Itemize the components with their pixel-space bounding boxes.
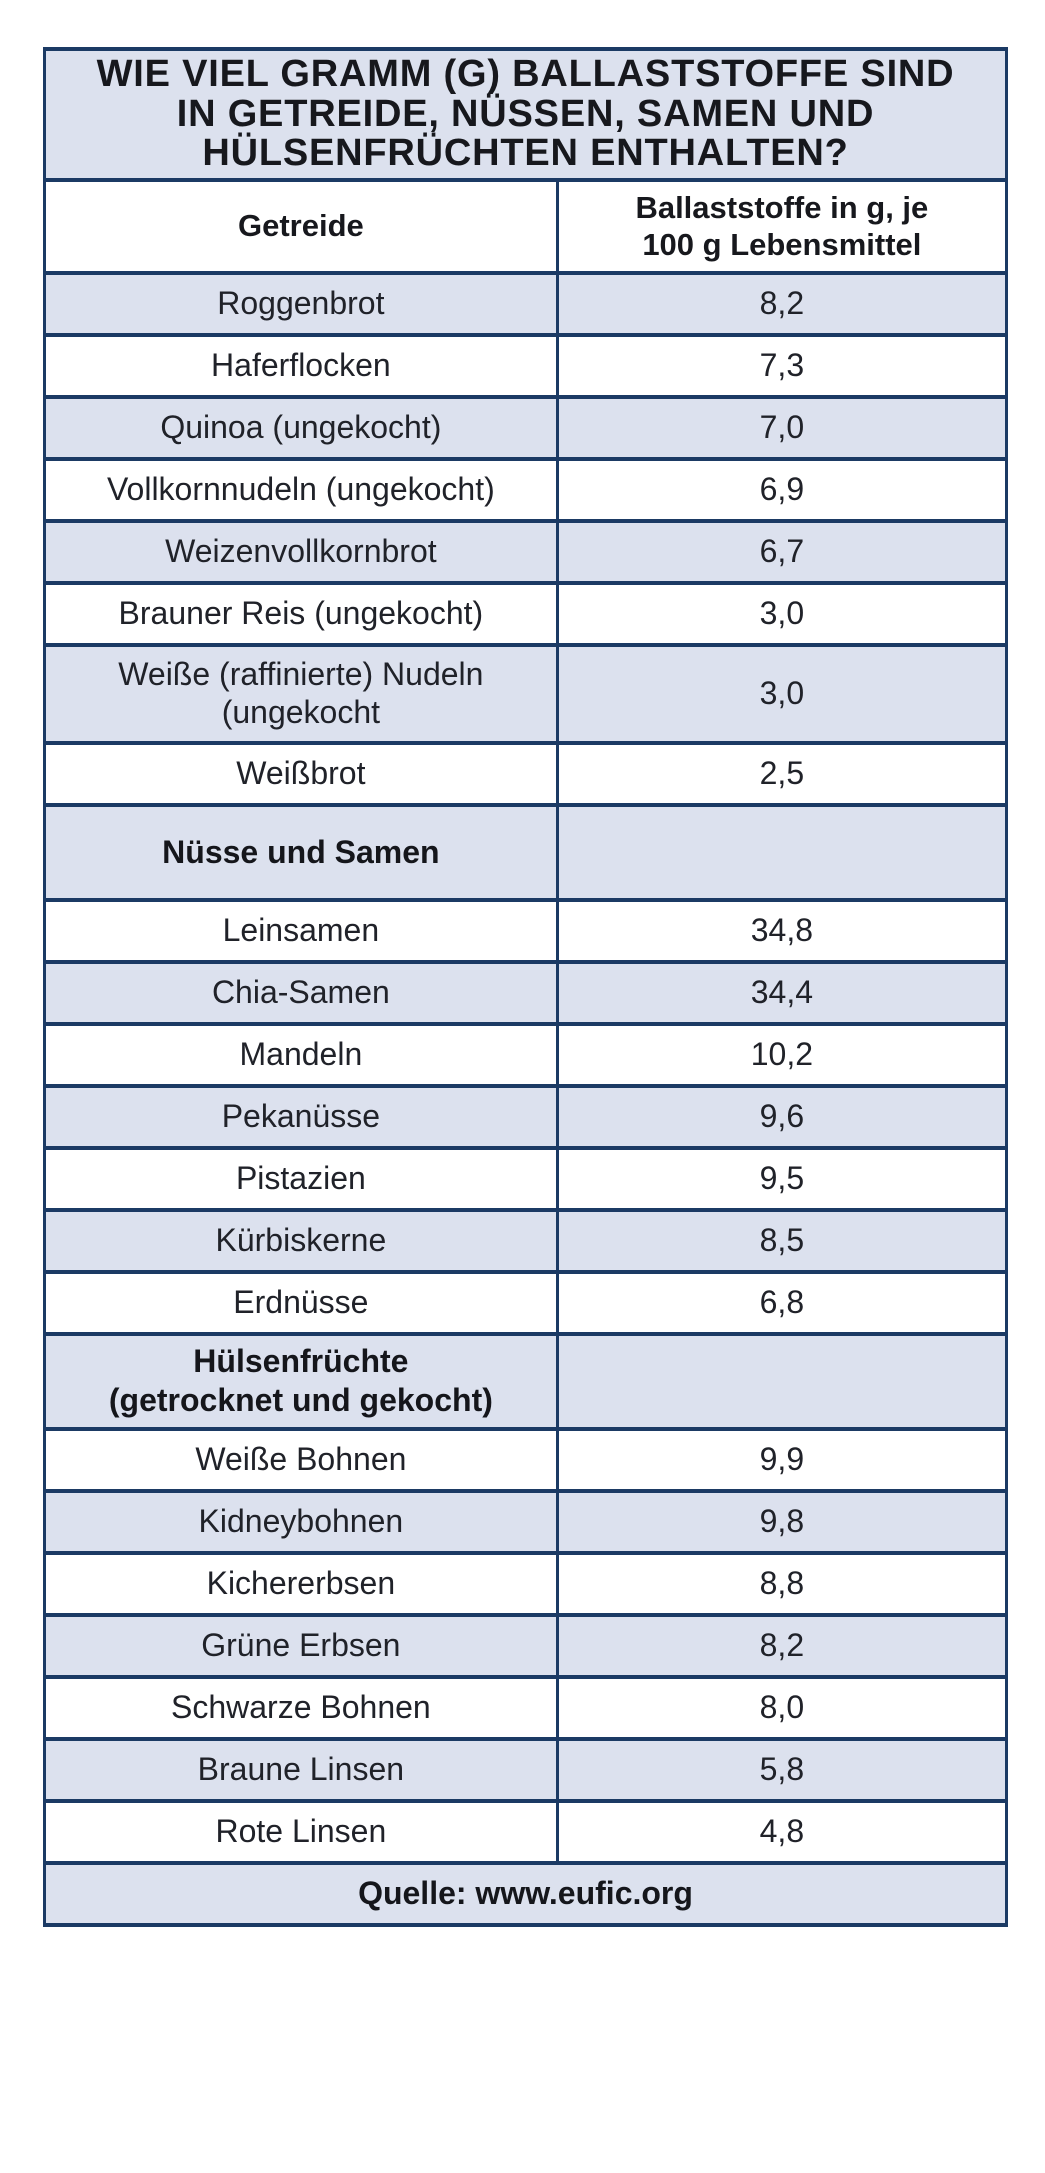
food-name-cell: Vollkornnudeln (ungekocht) <box>43 456 559 523</box>
food-name-cell: Roggenbrot <box>43 270 559 337</box>
table-row: Rote Linsen 4,8 <box>43 1798 1009 1865</box>
food-name-cell: Pekanüsse <box>43 1083 559 1150</box>
table-row: Haferflocken 7,3 <box>43 332 1009 399</box>
food-name-cell: Weiße (raffinierte) Nudeln (ungekocht <box>43 642 559 745</box>
column-header-row: Getreide Ballaststoffe in g, je 100 g Le… <box>43 177 1009 275</box>
table-row: Weiße (raffinierte) Nudeln (ungekocht 3,0 <box>43 642 1009 745</box>
section-empty-cell <box>555 802 1009 902</box>
fiber-value-cell: 9,8 <box>555 1488 1009 1555</box>
table-row: Kidneybohnen 9,8 <box>43 1488 1009 1555</box>
table-row: Chia-Samen 34,4 <box>43 959 1009 1026</box>
table-row: Brauner Reis (ungekocht) 3,0 <box>43 580 1009 647</box>
food-name-cell: Brauner Reis (ungekocht) <box>43 580 559 647</box>
food-name-cell: Weizenvollkornbrot <box>43 518 559 585</box>
fiber-value-cell: 6,7 <box>555 518 1009 585</box>
table-row: Grüne Erbsen 8,2 <box>43 1612 1009 1679</box>
food-name-cell: Weiße Bohnen <box>43 1426 559 1493</box>
column-header-value: Ballaststoffe in g, je 100 g Lebensmitte… <box>555 177 1009 275</box>
food-name-cell: Pistazien <box>43 1145 559 1212</box>
table-row: Pistazien 9,5 <box>43 1145 1009 1212</box>
food-name-cell: Grüne Erbsen <box>43 1612 559 1679</box>
food-name-cell: Leinsamen <box>43 897 559 964</box>
section-name-cell: Hülsenfrüchte (getrocknet und gekocht) <box>43 1331 559 1431</box>
fiber-value-cell: 6,8 <box>555 1269 1009 1336</box>
fiber-value-cell: 9,6 <box>555 1083 1009 1150</box>
table-row: Kichererbsen 8,8 <box>43 1550 1009 1617</box>
fiber-content-table: WIE VIEL GRAMM (G) BALLASTSTOFFE SIND IN… <box>43 47 1009 1927</box>
fiber-value-cell: 9,5 <box>555 1145 1009 1212</box>
table-row: Roggenbrot 8,2 <box>43 270 1009 337</box>
table-row: Weizenvollkornbrot 6,7 <box>43 518 1009 585</box>
section-header-row: Hülsenfrüchte (getrocknet und gekocht) <box>43 1331 1009 1431</box>
food-name-cell: Weißbrot <box>43 740 559 807</box>
fiber-value-cell: 10,2 <box>555 1021 1009 1088</box>
table-title-row: WIE VIEL GRAMM (G) BALLASTSTOFFE SIND IN… <box>43 47 1008 182</box>
fiber-value-cell: 8,8 <box>555 1550 1009 1617</box>
fiber-value-cell: 8,2 <box>555 270 1009 337</box>
fiber-value-cell: 34,4 <box>555 959 1009 1026</box>
fiber-value-cell: 8,0 <box>555 1674 1009 1741</box>
food-name-cell: Kidneybohnen <box>43 1488 559 1555</box>
column-header-food: Getreide <box>43 177 559 275</box>
table-row: Pekanüsse 9,6 <box>43 1083 1009 1150</box>
source-text: Quelle: www.eufic.org <box>43 1860 1008 1927</box>
fiber-value-cell: 34,8 <box>555 897 1009 964</box>
food-name-cell: Schwarze Bohnen <box>43 1674 559 1741</box>
fiber-value-cell: 2,5 <box>555 740 1009 807</box>
food-name-cell: Kichererbsen <box>43 1550 559 1617</box>
fiber-value-cell: 7,0 <box>555 394 1009 461</box>
food-name-cell: Kürbiskerne <box>43 1207 559 1274</box>
food-name-cell: Quinoa (ungekocht) <box>43 394 559 461</box>
section-header-row: Nüsse und Samen <box>43 802 1009 902</box>
food-name-cell: Rote Linsen <box>43 1798 559 1865</box>
fiber-value-cell: 8,5 <box>555 1207 1009 1274</box>
fiber-value-cell: 5,8 <box>555 1736 1009 1803</box>
table-title: WIE VIEL GRAMM (G) BALLASTSTOFFE SIND IN… <box>43 47 1008 182</box>
table-row: Leinsamen 34,8 <box>43 897 1009 964</box>
table-row: Vollkornnudeln (ungekocht) 6,9 <box>43 456 1009 523</box>
table-row: Schwarze Bohnen 8,0 <box>43 1674 1009 1741</box>
fiber-value-cell: 9,9 <box>555 1426 1009 1493</box>
fiber-value-cell: 6,9 <box>555 456 1009 523</box>
food-name-cell: Braune Linsen <box>43 1736 559 1803</box>
fiber-value-cell: 4,8 <box>555 1798 1009 1865</box>
fiber-value-cell: 7,3 <box>555 332 1009 399</box>
table-row: Mandeln 10,2 <box>43 1021 1009 1088</box>
table-row: Braune Linsen 5,8 <box>43 1736 1009 1803</box>
section-empty-cell <box>555 1331 1009 1431</box>
fiber-value-cell: 8,2 <box>555 1612 1009 1679</box>
table-row: Quinoa (ungekocht) 7,0 <box>43 394 1009 461</box>
fiber-value-cell: 3,0 <box>555 580 1009 647</box>
section-name-cell: Nüsse und Samen <box>43 802 559 902</box>
table-row: Erdnüsse 6,8 <box>43 1269 1009 1336</box>
table-body: Roggenbrot 8,2 Haferflocken 7,3 Quinoa (unge… <box>43 270 1009 1865</box>
table-row: Kürbiskerne 8,5 <box>43 1207 1009 1274</box>
source-row: Quelle: www.eufic.org <box>43 1860 1008 1927</box>
food-name-cell: Mandeln <box>43 1021 559 1088</box>
food-name-cell: Haferflocken <box>43 332 559 399</box>
fiber-value-cell: 3,0 <box>555 642 1009 745</box>
food-name-cell: Erdnüsse <box>43 1269 559 1336</box>
table-row: Weißbrot 2,5 <box>43 740 1009 807</box>
table-row: Weiße Bohnen 9,9 <box>43 1426 1009 1493</box>
food-name-cell: Chia-Samen <box>43 959 559 1026</box>
